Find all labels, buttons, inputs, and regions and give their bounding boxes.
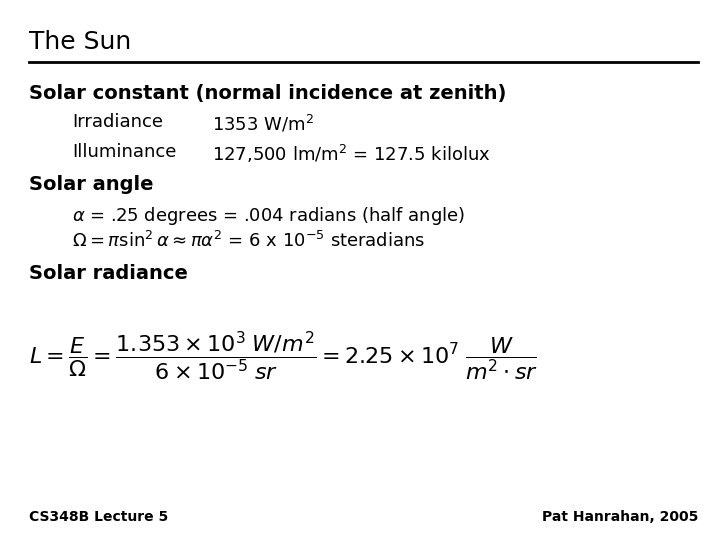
Text: Irradiance: Irradiance bbox=[72, 113, 163, 131]
Text: Illuminance: Illuminance bbox=[72, 143, 176, 161]
Text: Solar angle: Solar angle bbox=[29, 175, 153, 194]
Text: 127,500 lm/m$^2$ = 127.5 kilolux: 127,500 lm/m$^2$ = 127.5 kilolux bbox=[212, 143, 491, 165]
Text: $L = \dfrac{E}{\Omega} = \dfrac{1.353 \times 10^3 \; W/m^2}{6 \times 10^{-5} \; : $L = \dfrac{E}{\Omega} = \dfrac{1.353 \t… bbox=[29, 329, 538, 383]
Text: Solar radiance: Solar radiance bbox=[29, 264, 188, 282]
Text: Pat Hanrahan, 2005: Pat Hanrahan, 2005 bbox=[542, 510, 698, 524]
Text: CS348B Lecture 5: CS348B Lecture 5 bbox=[29, 510, 168, 524]
Text: $\Omega = \pi \sin^2 \alpha \approx \pi\alpha^2$ = 6 x 10$^{-5}$ steradians: $\Omega = \pi \sin^2 \alpha \approx \pi\… bbox=[72, 231, 426, 251]
Text: Solar constant (normal incidence at zenith): Solar constant (normal incidence at zeni… bbox=[29, 84, 506, 103]
Text: $\alpha$ = .25 degrees = .004 radians (half angle): $\alpha$ = .25 degrees = .004 radians (h… bbox=[72, 205, 465, 227]
Text: 1353 W/m$^2$: 1353 W/m$^2$ bbox=[212, 113, 314, 134]
Text: The Sun: The Sun bbox=[29, 30, 131, 53]
